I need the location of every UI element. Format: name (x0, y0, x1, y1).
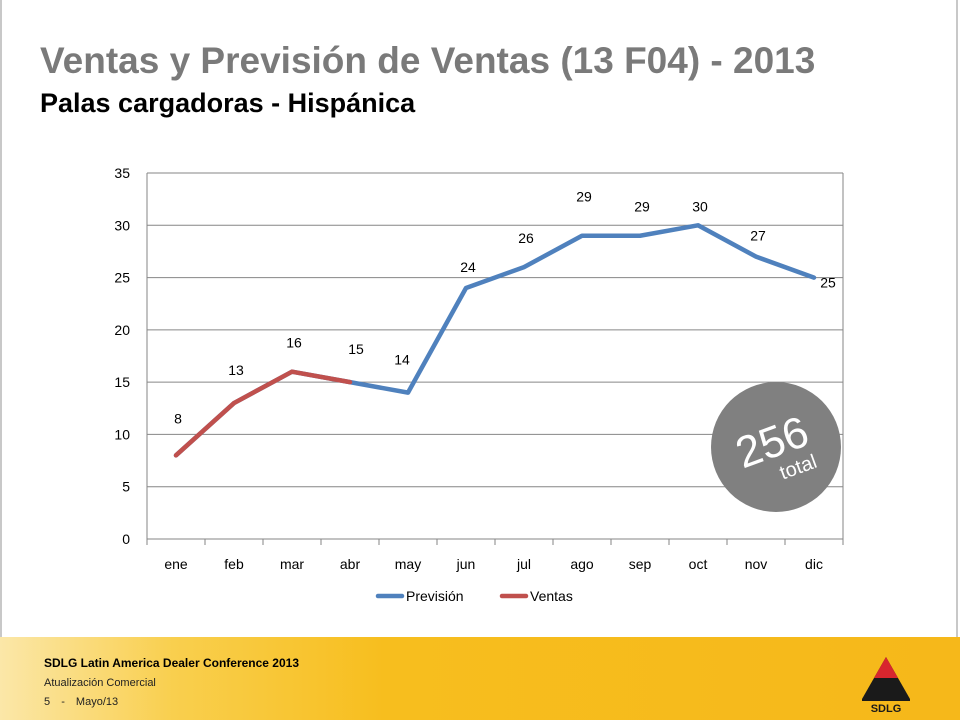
y-tick-label: 35 (114, 165, 130, 181)
page-info: 5 - Mayo/13 (44, 696, 126, 708)
data-label: 15 (348, 341, 364, 357)
total-badge (711, 382, 841, 512)
x-tick-label: ene (164, 556, 188, 572)
x-tick-label: jul (516, 556, 531, 572)
y-tick-label: 15 (114, 374, 130, 390)
legend-label-ventas: Ventas (530, 588, 573, 604)
page-number: 5 (44, 696, 51, 708)
data-label: 8 (174, 410, 182, 426)
footer-bar: SDLG Latin America Dealer Conference 201… (0, 637, 960, 720)
page-date: Mayo/13 (75, 696, 119, 708)
y-tick-label: 10 (114, 426, 130, 442)
data-label: 25 (820, 275, 836, 291)
data-label: 14 (394, 352, 410, 368)
slide-subtitle: Palas cargadoras - Hispánica (40, 88, 416, 118)
x-tick-label: jun (456, 556, 476, 572)
x-tick-label: may (395, 556, 421, 572)
x-tick-label: nov (745, 556, 768, 572)
data-label: 24 (460, 259, 476, 275)
x-tick-label: abr (340, 556, 361, 572)
logo-text: SDLG (871, 703, 902, 715)
y-tick-label: 25 (114, 270, 130, 286)
data-label: 30 (692, 198, 708, 214)
x-tick-label: sep (629, 556, 652, 572)
data-label: 27 (750, 228, 766, 244)
logo-triangle-red (874, 657, 898, 678)
section-name: Atualización Comercial (44, 677, 156, 689)
logo-bar (862, 699, 910, 701)
sdlg-logo: SDLG (862, 657, 910, 715)
y-tick-label: 5 (122, 479, 130, 495)
x-tick-label: mar (280, 556, 304, 572)
data-label: 29 (634, 199, 650, 215)
data-label: 29 (576, 189, 592, 205)
y-tick-label: 0 (122, 531, 130, 547)
conference-name: SDLG Latin America Dealer Conference 201… (44, 656, 299, 670)
data-label: 13 (228, 362, 244, 378)
series-line-ventas (173, 369, 353, 458)
x-tick-label: dic (805, 556, 823, 572)
page-separator: - (61, 696, 65, 708)
y-tick-label: 20 (114, 322, 130, 338)
data-label: 16 (286, 335, 302, 351)
y-tick-label: 30 (114, 217, 130, 233)
x-tick-label: feb (224, 556, 244, 572)
x-tick-label: ago (570, 556, 594, 572)
x-tick-label: oct (689, 556, 708, 572)
data-label: 26 (518, 230, 534, 246)
sales-chart: 0 5 10 15 20 25 30 35 ene feb mar abr may jun jul ago se… (114, 165, 844, 604)
legend-label-prevision: Previsión (406, 588, 464, 604)
slide-title: Ventas y Previsión de Ventas (13 F04) - … (40, 40, 816, 81)
